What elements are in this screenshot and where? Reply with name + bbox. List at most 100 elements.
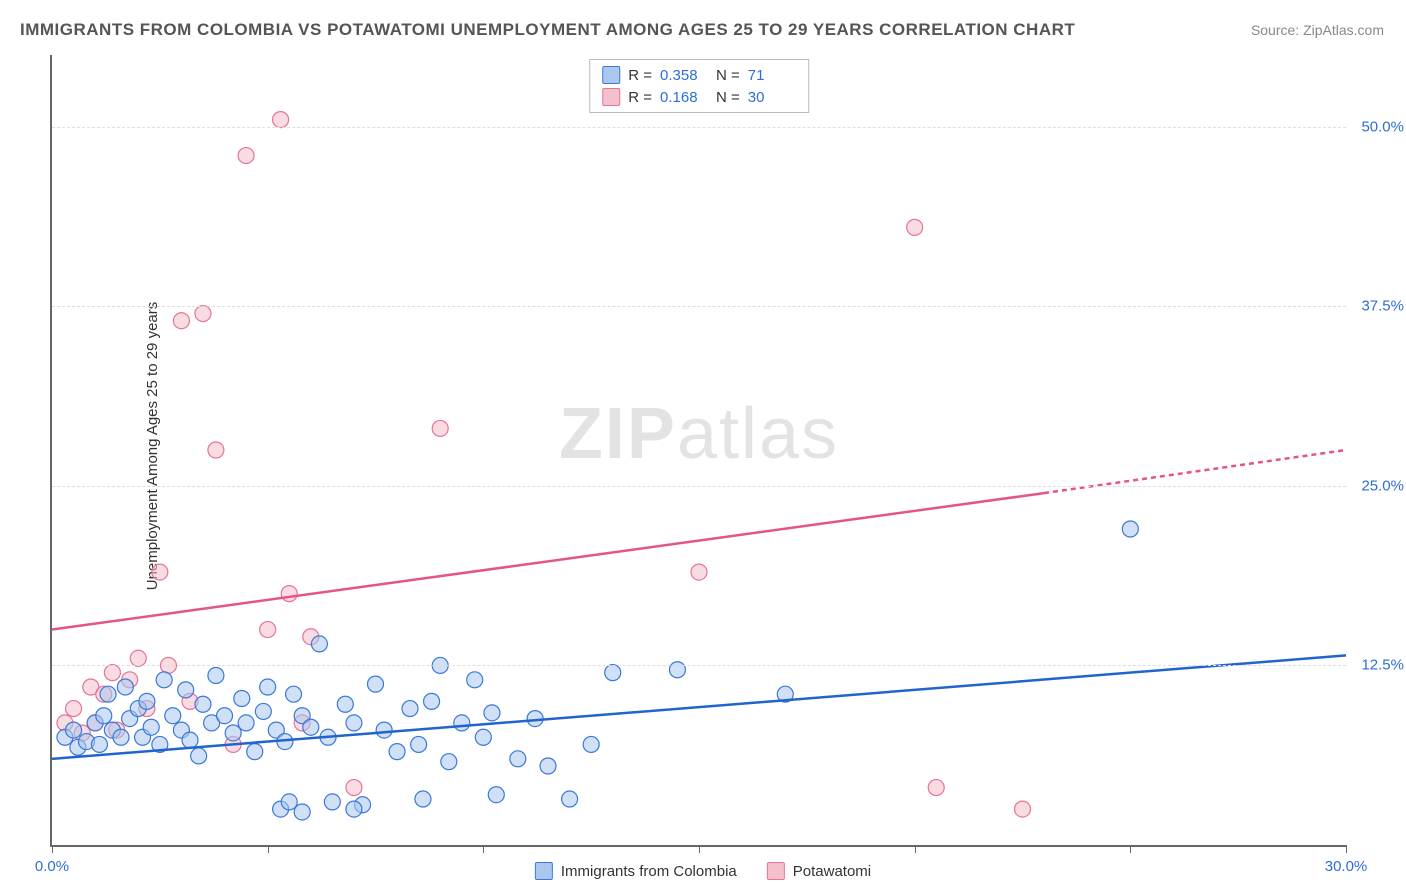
correlation-legend: R = 0.358 N = 71 R = 0.168 N = 30	[589, 59, 809, 113]
ytick-label: 50.0%	[1361, 118, 1404, 135]
xtick	[268, 845, 269, 853]
data-point	[669, 662, 685, 678]
scatter-plot-svg	[52, 55, 1346, 845]
ytick-label: 37.5%	[1361, 298, 1404, 315]
data-point	[376, 722, 392, 738]
n-value-colombia: 71	[748, 67, 796, 84]
data-point	[238, 715, 254, 731]
data-point	[195, 306, 211, 322]
legend-row-colombia: R = 0.358 N = 71	[602, 64, 796, 86]
legend-label-colombia: Immigrants from Colombia	[561, 863, 737, 880]
xtick	[1130, 845, 1131, 853]
data-point	[346, 801, 362, 817]
data-point	[156, 672, 172, 688]
data-point	[368, 676, 384, 692]
data-point	[454, 715, 470, 731]
xtick	[1346, 845, 1347, 853]
data-point	[260, 622, 276, 638]
data-point	[1122, 521, 1138, 537]
data-point	[165, 708, 181, 724]
xtick	[483, 845, 484, 853]
data-point	[303, 719, 319, 735]
xtick	[699, 845, 700, 853]
data-point	[139, 693, 155, 709]
data-point	[510, 751, 526, 767]
data-point	[540, 758, 556, 774]
data-point	[273, 112, 289, 128]
data-point	[484, 705, 500, 721]
data-point	[234, 690, 250, 706]
ytick-label: 25.0%	[1361, 477, 1404, 494]
gridline	[52, 306, 1346, 307]
data-point	[173, 313, 189, 329]
data-point	[1015, 801, 1031, 817]
data-point	[66, 722, 82, 738]
gridline	[52, 665, 1346, 666]
swatch-colombia-bottom	[535, 862, 553, 880]
n-label: N =	[716, 89, 740, 106]
trend-line	[52, 655, 1346, 758]
data-point	[583, 736, 599, 752]
data-point	[346, 715, 362, 731]
data-point	[100, 686, 116, 702]
xtick	[52, 845, 53, 853]
data-point	[475, 729, 491, 745]
data-point	[441, 754, 457, 770]
legend-row-potawatomi: R = 0.168 N = 30	[602, 86, 796, 108]
data-point	[324, 794, 340, 810]
data-point	[66, 701, 82, 717]
data-point	[130, 650, 146, 666]
gridline	[52, 127, 1346, 128]
data-point	[415, 791, 431, 807]
data-point	[424, 693, 440, 709]
data-point	[311, 636, 327, 652]
data-point	[208, 442, 224, 458]
data-point	[402, 701, 418, 717]
r-label: R =	[628, 67, 652, 84]
legend-item-potawatomi: Potawatomi	[767, 862, 871, 880]
chart-title: IMMIGRANTS FROM COLOMBIA VS POTAWATOMI U…	[20, 20, 1075, 40]
ytick-label: 12.5%	[1361, 657, 1404, 674]
data-point	[562, 791, 578, 807]
data-point	[907, 219, 923, 235]
data-point	[91, 736, 107, 752]
data-point	[152, 564, 168, 580]
data-point	[182, 732, 198, 748]
data-point	[294, 804, 310, 820]
data-point	[605, 665, 621, 681]
data-point	[217, 708, 233, 724]
trend-line	[52, 493, 1044, 629]
data-point	[255, 703, 271, 719]
r-label: R =	[628, 89, 652, 106]
data-point	[260, 679, 276, 695]
r-value-potawatomi: 0.168	[660, 89, 708, 106]
swatch-potawatomi-bottom	[767, 862, 785, 880]
data-point	[178, 682, 194, 698]
data-point	[467, 672, 483, 688]
swatch-colombia	[602, 66, 620, 84]
source-label: Source: ZipAtlas.com	[1251, 22, 1384, 38]
data-point	[281, 586, 297, 602]
swatch-potawatomi	[602, 88, 620, 106]
data-point	[691, 564, 707, 580]
data-point	[411, 736, 427, 752]
data-point	[191, 748, 207, 764]
data-point	[247, 744, 263, 760]
data-point	[286, 686, 302, 702]
n-label: N =	[716, 67, 740, 84]
data-point	[346, 780, 362, 796]
data-point	[104, 665, 120, 681]
data-point	[389, 744, 405, 760]
data-point	[113, 729, 129, 745]
xtick-label: 30.0%	[1325, 858, 1368, 875]
data-point	[928, 780, 944, 796]
chart-plot-area: ZIPatlas R = 0.358 N = 71 R = 0.168 N = …	[50, 55, 1346, 847]
data-point	[208, 668, 224, 684]
xtick	[915, 845, 916, 853]
data-point	[432, 420, 448, 436]
legend-item-colombia: Immigrants from Colombia	[535, 862, 737, 880]
data-point	[117, 679, 133, 695]
data-point	[143, 719, 159, 735]
data-point	[488, 787, 504, 803]
n-value-potawatomi: 30	[748, 89, 796, 106]
